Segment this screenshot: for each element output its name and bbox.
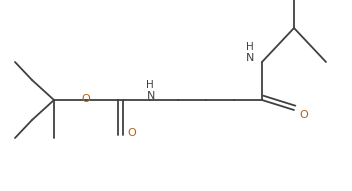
Text: O: O [128,128,136,138]
Text: O: O [82,94,90,104]
Text: O: O [300,110,308,120]
Text: H: H [246,42,254,52]
Text: N: N [147,91,155,101]
Text: N: N [246,53,254,63]
Text: H: H [146,80,154,90]
